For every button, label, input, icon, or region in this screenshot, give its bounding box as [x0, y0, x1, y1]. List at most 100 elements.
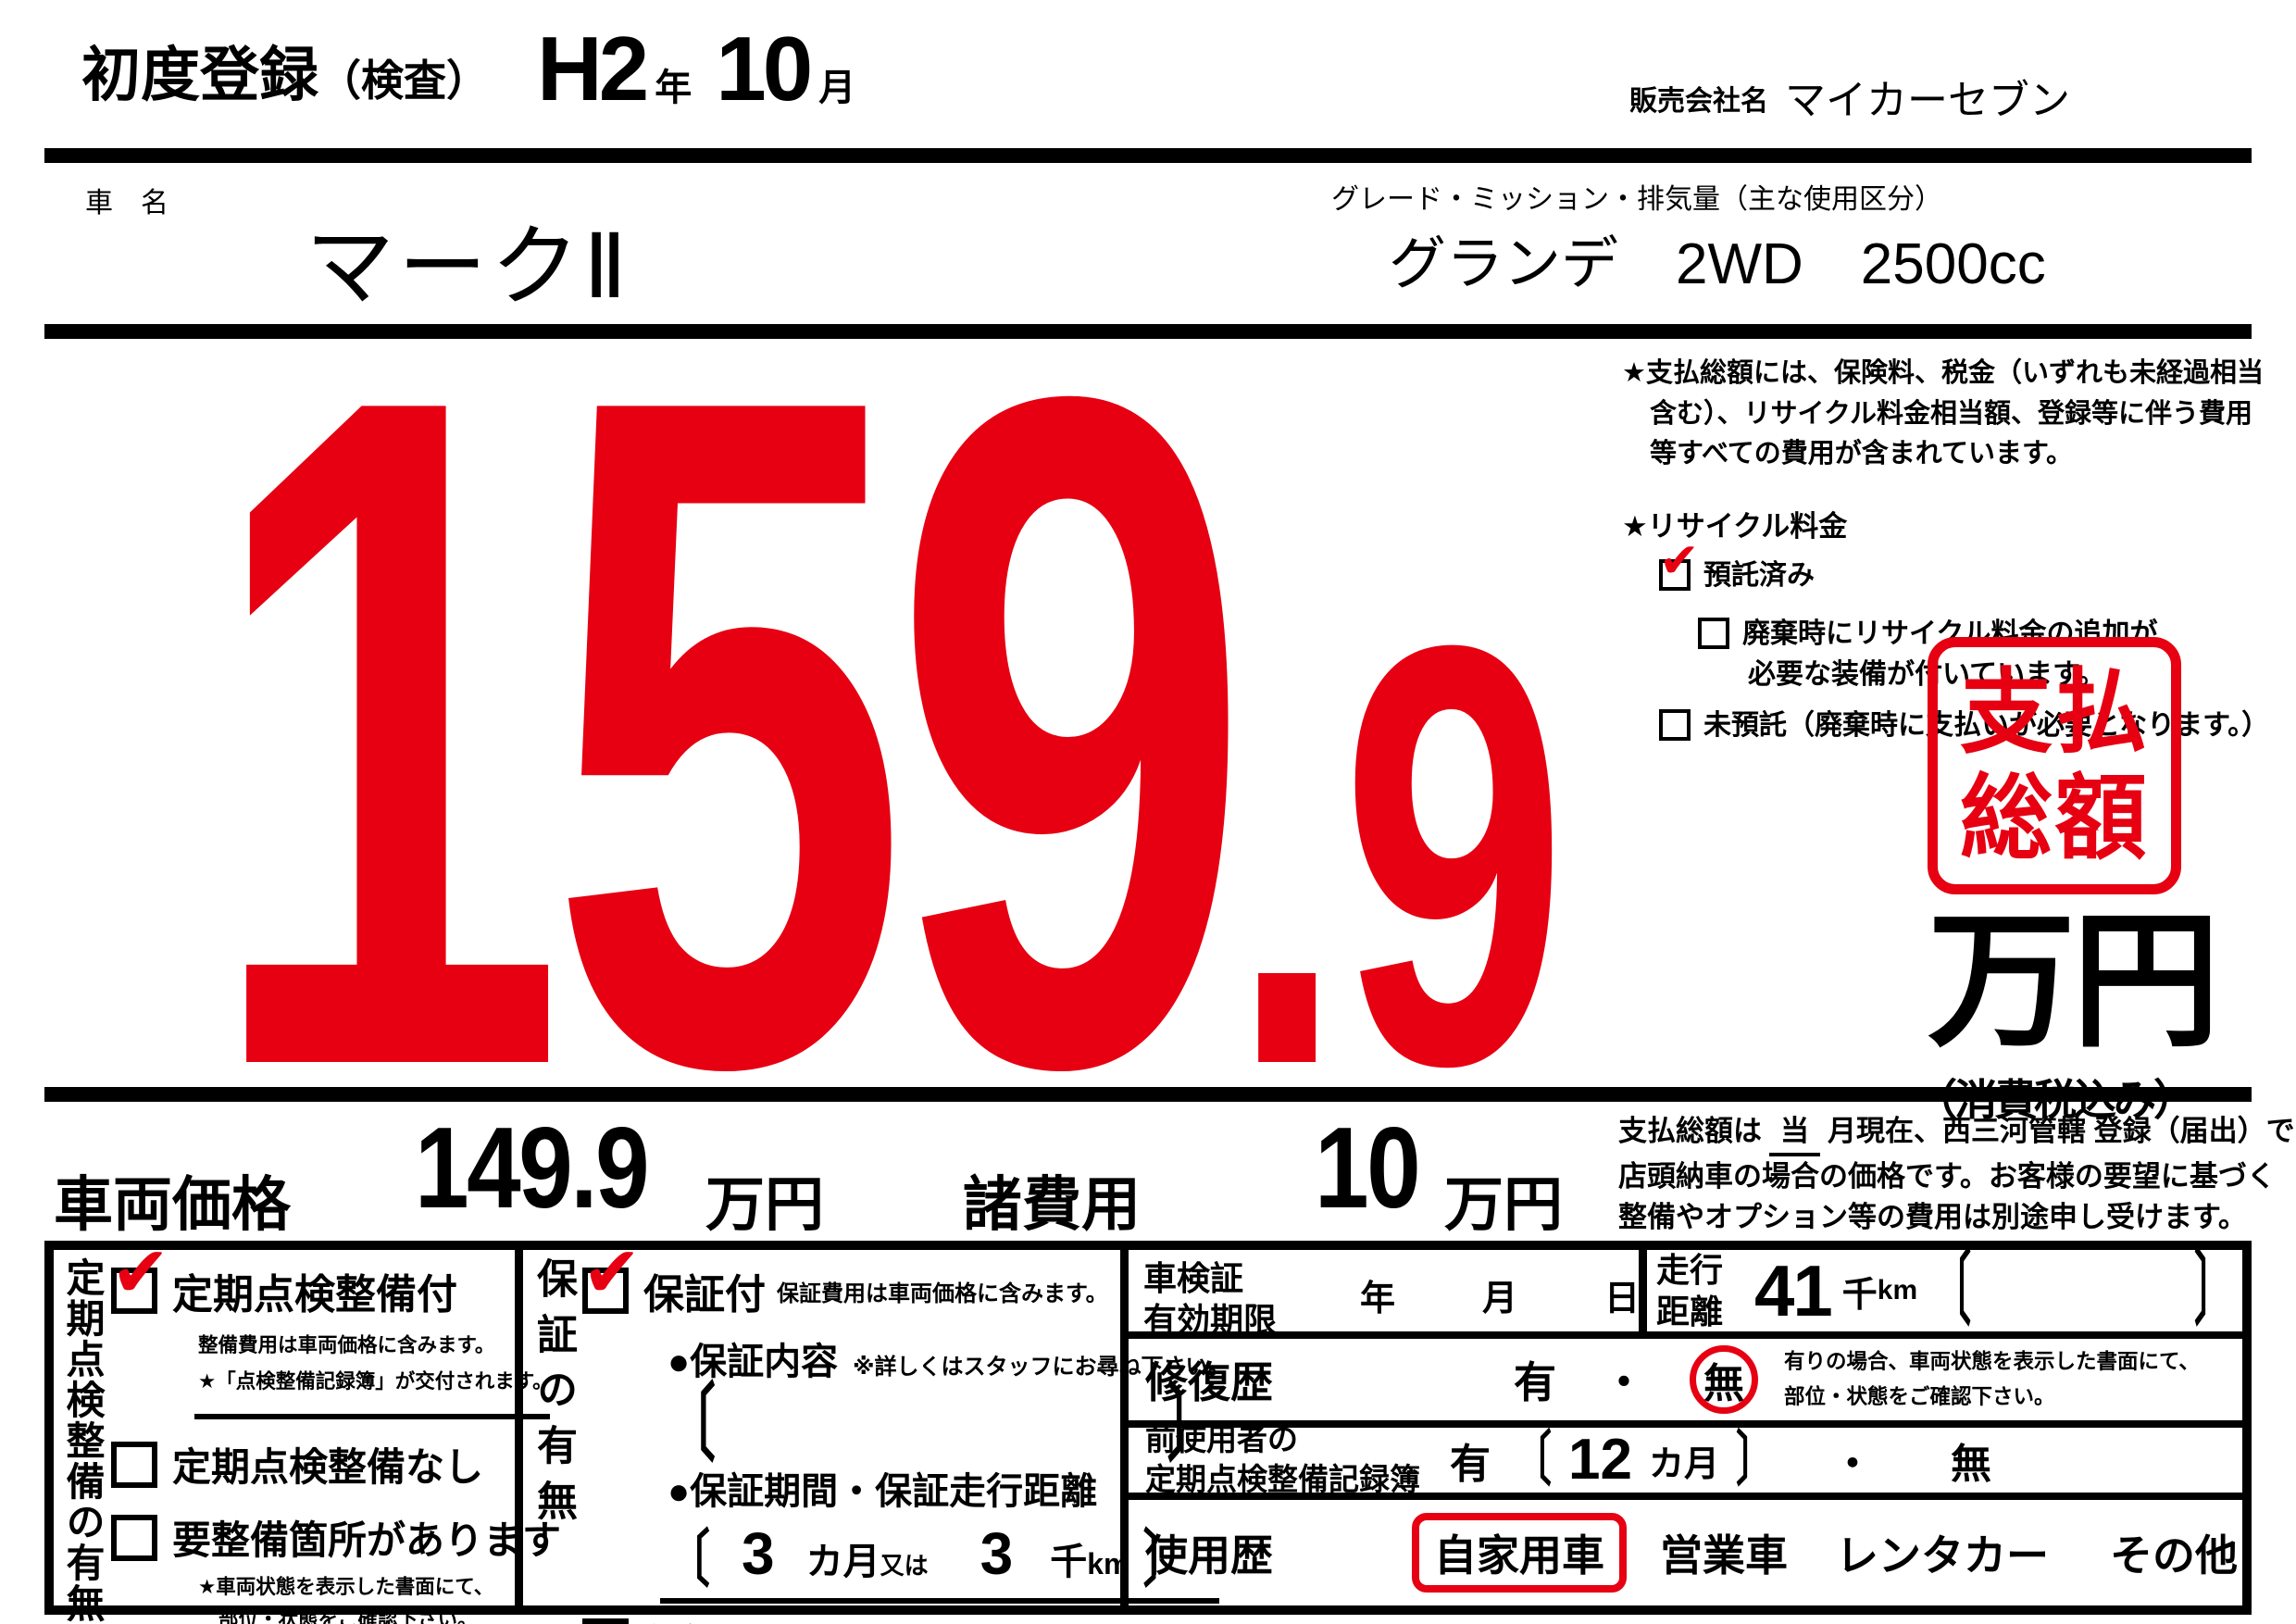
shaken-label: 車検証 有効期限: [1143, 1257, 1277, 1341]
grade-label: グレード・ミッション・排気量（主な使用区分）: [1331, 184, 1942, 215]
maintenance-none-label: 定期点検整備なし: [172, 1445, 484, 1490]
warranty-or: 又は: [880, 1552, 929, 1580]
total-note-line2: 含む）、リサイクル料金相当額、登録等に伴う費用: [1650, 398, 2253, 429]
record-label-line2: 定期点検整備記録簿: [1145, 1462, 1420, 1496]
payment-total-stamp: 支払 総額: [1928, 637, 2181, 894]
mileage-cell: 走行 距離 41 千 km 〔 〕: [1647, 1250, 2242, 1331]
mileage-bracket-field: 〔 〕: [1934, 1250, 2231, 1331]
warranty-with-note: 保証費用は車両価格に含みます。: [777, 1280, 1108, 1306]
mileage-label-line1: 走行: [1656, 1251, 1724, 1289]
maintenance-side-label: 定期点検整備の有無: [61, 1257, 105, 1624]
price-unit: 万円: [1928, 898, 2220, 1064]
usage-private: 自家用車: [1434, 1531, 1604, 1580]
shaken-label-line2: 有効期限: [1143, 1301, 1278, 1339]
deposited-checkbox[interactable]: ✔: [1659, 537, 1700, 591]
maintenance-option-needed: 要整備箇所があります: [111, 1509, 561, 1566]
maintenance-option-none: 定期点検整備なし: [111, 1436, 561, 1493]
inspection-row: 車検証 有効期限 年 月 日 走行 距離 41 千 km: [1129, 1250, 2242, 1339]
total-price-section: 159 . 9 ★支払総額には、保険料、税金（いずれも未経過相当 含む）、リサイ…: [0, 256, 2296, 1209]
shaken-label-line1: 車検証: [1143, 1259, 1244, 1297]
total-price-notes: ★支払総額には、保険料、税金（いずれも未経過相当 含む）、リサイクル料金相当額、…: [1622, 354, 2276, 746]
maintenance-content: ✔ 定期点検整備付 整備費用は車両価格に含みます。 ★「点検整備記録簿」が交付さ…: [106, 1238, 570, 1624]
check-icon: ✔: [1659, 533, 1700, 588]
warranty-none-checkbox[interactable]: [582, 1618, 629, 1624]
warranty-content-label: ●保証内容: [668, 1342, 839, 1382]
maintenance-needed-note1: ★車両状態を表示した書面にて、: [198, 1576, 494, 1599]
not-deposited-checkbox[interactable]: [1659, 709, 1691, 741]
fees-label: 諸費用: [963, 1171, 1141, 1238]
record-separator: ・: [1831, 1442, 1873, 1487]
maintenance-needed-checkbox[interactable]: [111, 1514, 157, 1561]
condition-table: 定期点検整備の有無 ✔ 定期点検整備付 整備費用は車両価格に含みます。 ★「点検…: [44, 1238, 2252, 1624]
check-icon: ✔: [582, 1233, 642, 1312]
dealer-name: マイカーセブン: [1785, 78, 2070, 123]
divider-rule-3: [44, 1087, 2252, 1102]
maintenance-needed-notes: ★車両状態を表示した書面にて、 部位・状態をご確認下さい。: [198, 1571, 561, 1624]
vehicle-name-label: 車 名: [85, 188, 168, 219]
price-breakdown-section: 車両価格 149.9 万円 諸費用 10 万円 支払総額は当月現在、西三河管轄 …: [0, 1102, 2296, 1241]
record-no: 無: [1950, 1442, 1991, 1487]
warranty-option-none: 保証なし: [582, 1613, 1230, 1624]
deposited-label: 預託済み: [1703, 559, 1815, 591]
month-unit: 月: [1482, 1280, 1518, 1318]
close-bracket: 〕: [2194, 1245, 2231, 1336]
maintenance-with-checkbox[interactable]: ✔: [111, 1238, 170, 1314]
payment-total-block: 支払 総額 万円 （消費税込み）: [1915, 637, 2261, 1128]
open-bracket: 〔: [668, 1524, 710, 1594]
fees-unit: 万円: [1444, 1171, 1563, 1238]
vehicle-price-label: 車両価格: [54, 1171, 291, 1238]
total-price-condition-note: 支払総額は当月現在、西三河管轄 登録（届出）で 店頭納車の場合の価格です。お客様…: [1618, 1111, 2295, 1237]
condition-note-line3: 整備やオプション等の費用は別途申し受けます。: [1618, 1200, 2247, 1233]
warranty-period-values: 〔 3 カ月 又は 3 千 km 〕: [668, 1520, 1230, 1590]
repair-note-line2: 部位・状態をご確認下さい。: [1784, 1385, 2055, 1408]
maintenance-none-checkbox[interactable]: [111, 1441, 157, 1488]
extra-equipment-checkbox[interactable]: [1698, 618, 1729, 649]
dealer-label: 販売会社名: [1629, 86, 1768, 117]
warranty-content-row: ●保証内容 ※詳しくはスタッフにお尋ね下さい。: [668, 1331, 1230, 1385]
inspection-column: 車検証 有効期限 年 月 日 走行 距離 41 千 km: [1129, 1250, 2242, 1605]
repair-history-row: 修復歴 有 ・ 無 有りの場合、車両状態を表示した書面にて、 部位・状態をご確認…: [1129, 1339, 2242, 1428]
usage-private-box: 自家用車: [1412, 1513, 1627, 1593]
repair-no-circle-mark: 無: [1690, 1345, 1758, 1414]
mileage-label-line2: 距離: [1656, 1293, 1724, 1330]
shaken-date-units: 年 月 日: [1360, 1269, 1640, 1320]
recycle-option-deposited: ✔ 預託済み: [1659, 537, 2276, 596]
vehicle-price-value: 149.9: [415, 1105, 650, 1232]
warranty-none-label: 保証なし: [643, 1613, 799, 1624]
repair-separator: ・: [1603, 1358, 1645, 1406]
open-bracket: 〔: [1515, 1427, 1552, 1493]
warranty-months-unit: カ月: [805, 1542, 880, 1582]
repair-no: 無: [1703, 1361, 1744, 1406]
warranty-months-value: 3: [742, 1520, 775, 1587]
warranty-with-checkbox[interactable]: ✔: [582, 1238, 642, 1314]
maintenance-needed-note2: 部位・状態をご確認下さい。: [218, 1607, 478, 1624]
month-unit: 月: [818, 68, 856, 108]
close-bracket: 〕: [1142, 1524, 1186, 1594]
stamp-line1: 支払: [1960, 661, 2149, 765]
grade-value: グランデ 2WD 2500cc: [1389, 232, 2046, 296]
condition-note-line2: 店頭納車の場合の価格です。お客様の要望に基づく: [1618, 1160, 2276, 1193]
vehicle-section: 車 名 マークⅡ グレード・ミッション・排気量（主な使用区分） グランデ 2WD…: [0, 163, 2296, 324]
warranty-option-with: ✔ 保証付 保証費用は車両価格に含みます。: [582, 1238, 1230, 1320]
shaken-cell: 車検証 有効期限 年 月 日: [1129, 1250, 1647, 1339]
usage-business: 営業車: [1660, 1531, 1788, 1580]
mileage-value: 41: [1754, 1250, 1833, 1331]
warranty-content-field: 〔 〕: [668, 1383, 1216, 1468]
close-bracket: 〕: [1167, 1378, 1216, 1472]
warranty-with-label: 保証付: [643, 1272, 766, 1318]
warranty-km-unit-latin: km: [1087, 1547, 1130, 1580]
warranty-content-note: ※詳しくはスタッフにお尋ね下さい。: [853, 1355, 1230, 1380]
first-registration-date: H2 年 10 月: [537, 17, 880, 121]
maintenance-note2: ★「点検整備記録簿」が交付されます。: [198, 1369, 553, 1393]
maintenance-with-notes: 整備費用は車両価格に含みます。 ★「点検整備記録簿」が交付されます。: [198, 1328, 561, 1399]
condition-note-post: 月現在、西三河管轄 登録（届出）で: [1828, 1115, 2295, 1147]
maintenance-option-with: ✔ 定期点検整備付: [111, 1238, 561, 1320]
repair-yes: 有: [1514, 1358, 1556, 1406]
vehicle-price-unit: 万円: [705, 1171, 824, 1238]
total-note-line1: ★支払総額には、保険料、税金（いずれも未経過相当: [1622, 358, 2264, 388]
warranty-km-value: 3: [980, 1520, 1014, 1587]
check-icon: ✔: [111, 1233, 170, 1312]
record-months-value: 12: [1568, 1428, 1632, 1492]
warranty-content: ✔ 保証付 保証費用は車両価格に含みます。 ●保証内容 ※詳しくはスタッフにお尋…: [577, 1238, 1240, 1624]
